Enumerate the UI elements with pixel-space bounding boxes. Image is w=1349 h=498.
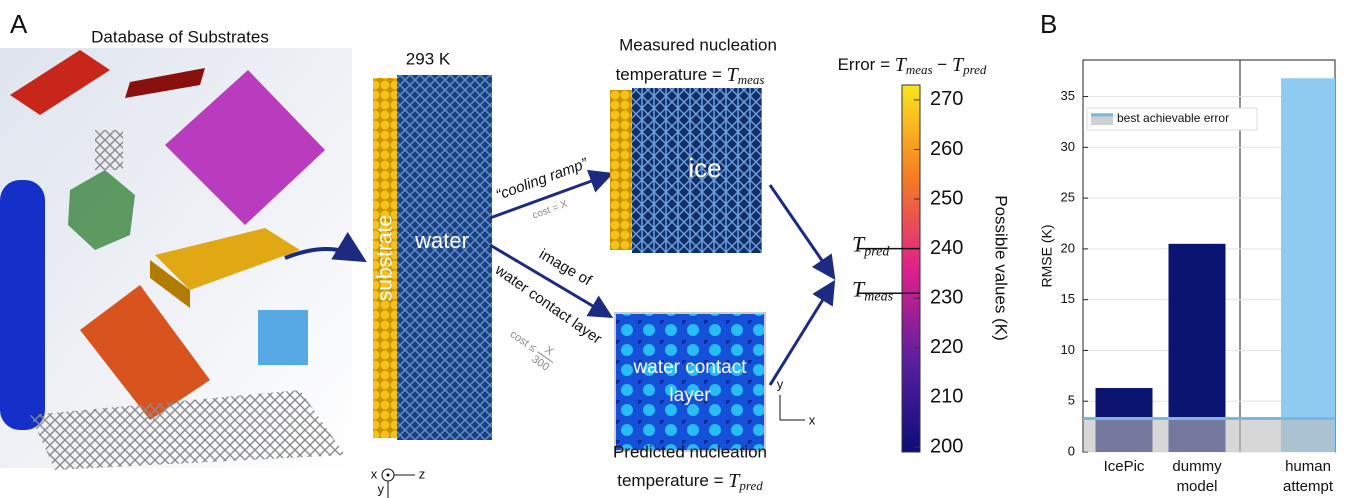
axis-label: x (809, 412, 816, 427)
reference-region (1084, 418, 1334, 452)
subscript: meas (906, 62, 933, 77)
water-box (397, 75, 492, 440)
colorbar-tick-label: 210 (930, 386, 963, 408)
subscript: meas (738, 72, 765, 87)
colorbar-tick-label: 200 (930, 435, 963, 457)
colorbar-tick-label: 260 (930, 138, 963, 160)
colorbar-tick-label: 250 (930, 187, 963, 209)
marker-label: Tmeas (852, 276, 894, 304)
predicted-line2: temperature = Tpred (617, 470, 763, 493)
substrate-lightblue (258, 310, 308, 365)
axis-label: y (378, 481, 385, 496)
arrow-pred (770, 285, 832, 385)
subscript: meas (864, 290, 893, 305)
water-label: water (414, 228, 469, 253)
y-tick-label: 20 (1061, 240, 1075, 255)
y-tick-label: 0 (1068, 443, 1075, 458)
image-of: image of (536, 246, 595, 290)
axis-label: x (371, 466, 378, 481)
cooling-ramp: “cooling ramp” (494, 155, 591, 204)
y-axis-label: RMSE (K) (1039, 225, 1055, 288)
y-tick-label: 10 (1061, 342, 1075, 357)
bar (1281, 78, 1335, 452)
substrate-grey (95, 130, 123, 170)
y-tick-label: 30 (1061, 139, 1075, 154)
legend-label: best achievable error (1117, 111, 1229, 125)
colorbar-tick-label: 240 (930, 237, 963, 259)
ice-substrate (610, 90, 632, 250)
database-title: Database of Substrates (91, 27, 269, 46)
panel-label: A (10, 9, 28, 39)
y-tick-label: 15 (1061, 291, 1075, 306)
x-tick-label: IcePic (1089, 457, 1159, 477)
colorbar-tick-label: 230 (930, 287, 963, 309)
colorbar-label: Possible values (K) (992, 195, 1011, 341)
cost-prefix: cost ≤ (508, 328, 539, 355)
temperature: 293 K (406, 49, 451, 68)
subscript: pred (962, 62, 987, 77)
colorbar-tick-label: 220 (930, 336, 963, 358)
axis-dot (387, 474, 390, 477)
cost-image: cost ≤ X 300 (503, 322, 560, 374)
ice-label: ice (688, 153, 721, 183)
predicted-line1: Predicted nucleation (613, 442, 767, 461)
axis-label: y (777, 376, 784, 391)
measured-line2: temperature = Tmeas (616, 64, 765, 87)
contact-label: water contact (633, 357, 748, 378)
panel-label: B (1040, 9, 1057, 39)
y-tick-label: 35 (1061, 88, 1075, 103)
text: temperature = (617, 471, 728, 490)
text: Error = (838, 55, 895, 74)
colorbar-tick-label: 270 (930, 88, 963, 110)
axis-label: z (419, 466, 426, 481)
y-tick-label: 5 (1068, 393, 1075, 408)
x-tick-label: human attempt (1273, 457, 1343, 497)
figure-canvas: A Database of Substrates 293 K substrate… (0, 0, 1349, 498)
figure: A Database of Substrates 293 K substrate… (0, 0, 1349, 498)
marker-label: Tpred (852, 232, 890, 260)
measured-line1: Measured nucleation (619, 35, 777, 54)
substrate-blue (0, 180, 45, 430)
subscript: pred (738, 478, 763, 493)
text: temperature = (616, 65, 727, 84)
subscript: pred (863, 245, 890, 260)
contact-layer-image (615, 313, 765, 451)
substrate-label: substrate (374, 215, 397, 301)
contact-label: layer (669, 385, 711, 406)
arrow-meas (770, 185, 832, 275)
x-tick-label: dummy model (1162, 457, 1232, 497)
text: − (933, 55, 952, 74)
y-tick-label: 25 (1061, 190, 1075, 205)
error-title: Error = Tmeas − Tpred (838, 54, 987, 77)
